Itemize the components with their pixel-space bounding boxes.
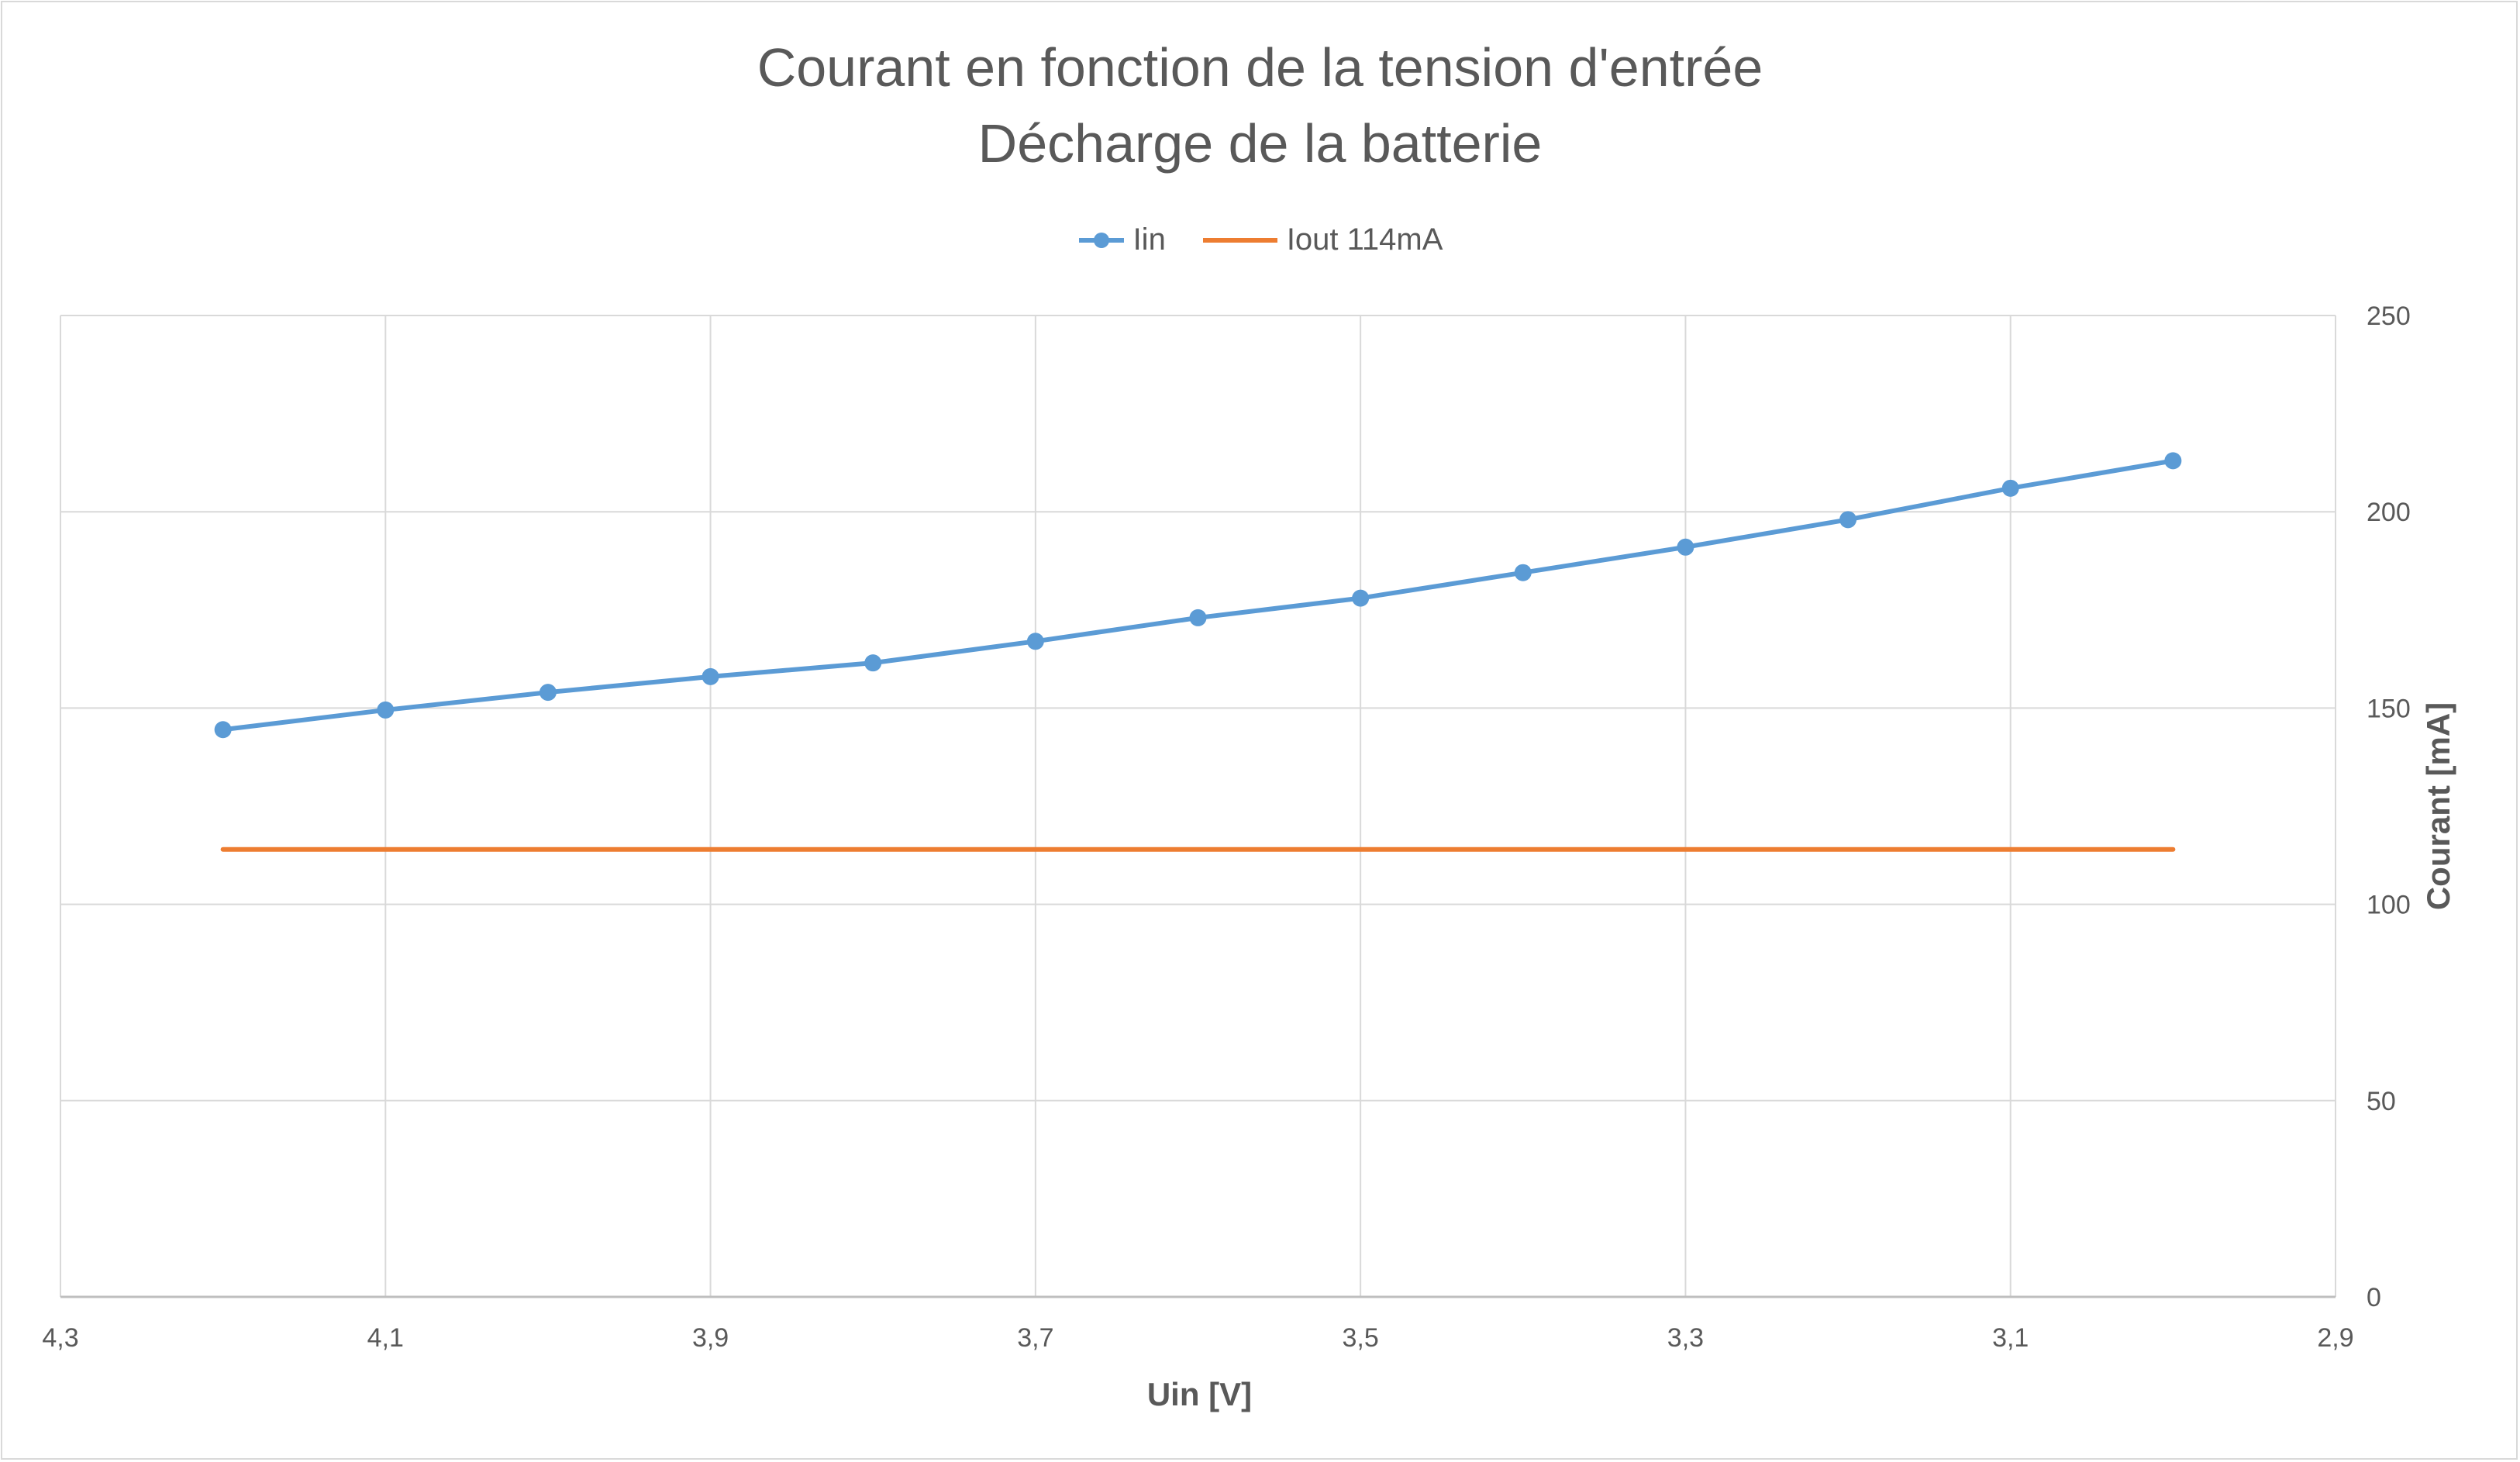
legend-label-iin: Iin xyxy=(1132,222,1166,257)
y-tick-label: 150 xyxy=(2367,694,2411,723)
x-tick-label: 3,7 xyxy=(1017,1323,1053,1353)
legend: Iin Iout 114mA xyxy=(0,222,2520,257)
x-axis-title: Uin [V] xyxy=(1147,1376,1252,1412)
series-line-iin xyxy=(220,458,2176,733)
x-tick-label: 3,5 xyxy=(1343,1323,1379,1353)
x-tick-label: 3,9 xyxy=(692,1323,729,1353)
data-point-iin xyxy=(539,684,557,702)
data-point-iin xyxy=(1026,633,1044,650)
chart-subtitle: Décharge de la batterie xyxy=(977,113,1543,174)
x-tick-label: 4,3 xyxy=(42,1323,78,1353)
data-point-iin xyxy=(702,667,719,685)
data-point-iin xyxy=(1189,609,1207,626)
y-tick-label: 250 xyxy=(2367,302,2411,331)
data-point-iin xyxy=(214,721,232,739)
data-point-iin xyxy=(2164,452,2182,470)
x-tick-label: 2,9 xyxy=(2317,1323,2353,1353)
legend-item-iin: Iin xyxy=(1077,222,1166,257)
x-tick-label: 3,3 xyxy=(1667,1323,1704,1353)
data-point-iin xyxy=(377,701,395,719)
data-point-iin xyxy=(2001,479,2019,497)
data-point-iin xyxy=(864,654,882,672)
x-tick-label: 3,1 xyxy=(1992,1323,2029,1353)
y-tick-label: 50 xyxy=(2367,1087,2396,1116)
legend-label-iout: Iout 114mA xyxy=(1286,222,1443,257)
y-tick-label: 0 xyxy=(2367,1283,2381,1312)
legend-item-iout: Iout 114mA xyxy=(1201,222,1443,257)
data-point-iin xyxy=(1839,511,1857,529)
y-axis-title: Courant [mA] xyxy=(2420,702,2456,910)
legend-marker-iout xyxy=(1202,237,1277,243)
data-point-iin xyxy=(1352,589,1370,607)
data-point-iin xyxy=(1514,564,1532,581)
chart-title: Courant en fonction de la tension d'entr… xyxy=(757,37,1763,98)
y-tick-label: 100 xyxy=(2367,891,2411,920)
data-point-iin xyxy=(1677,538,1694,556)
y-tick-label: 200 xyxy=(2367,498,2411,527)
legend-marker-iin xyxy=(1078,232,1124,248)
x-tick-label: 4,1 xyxy=(367,1323,404,1353)
